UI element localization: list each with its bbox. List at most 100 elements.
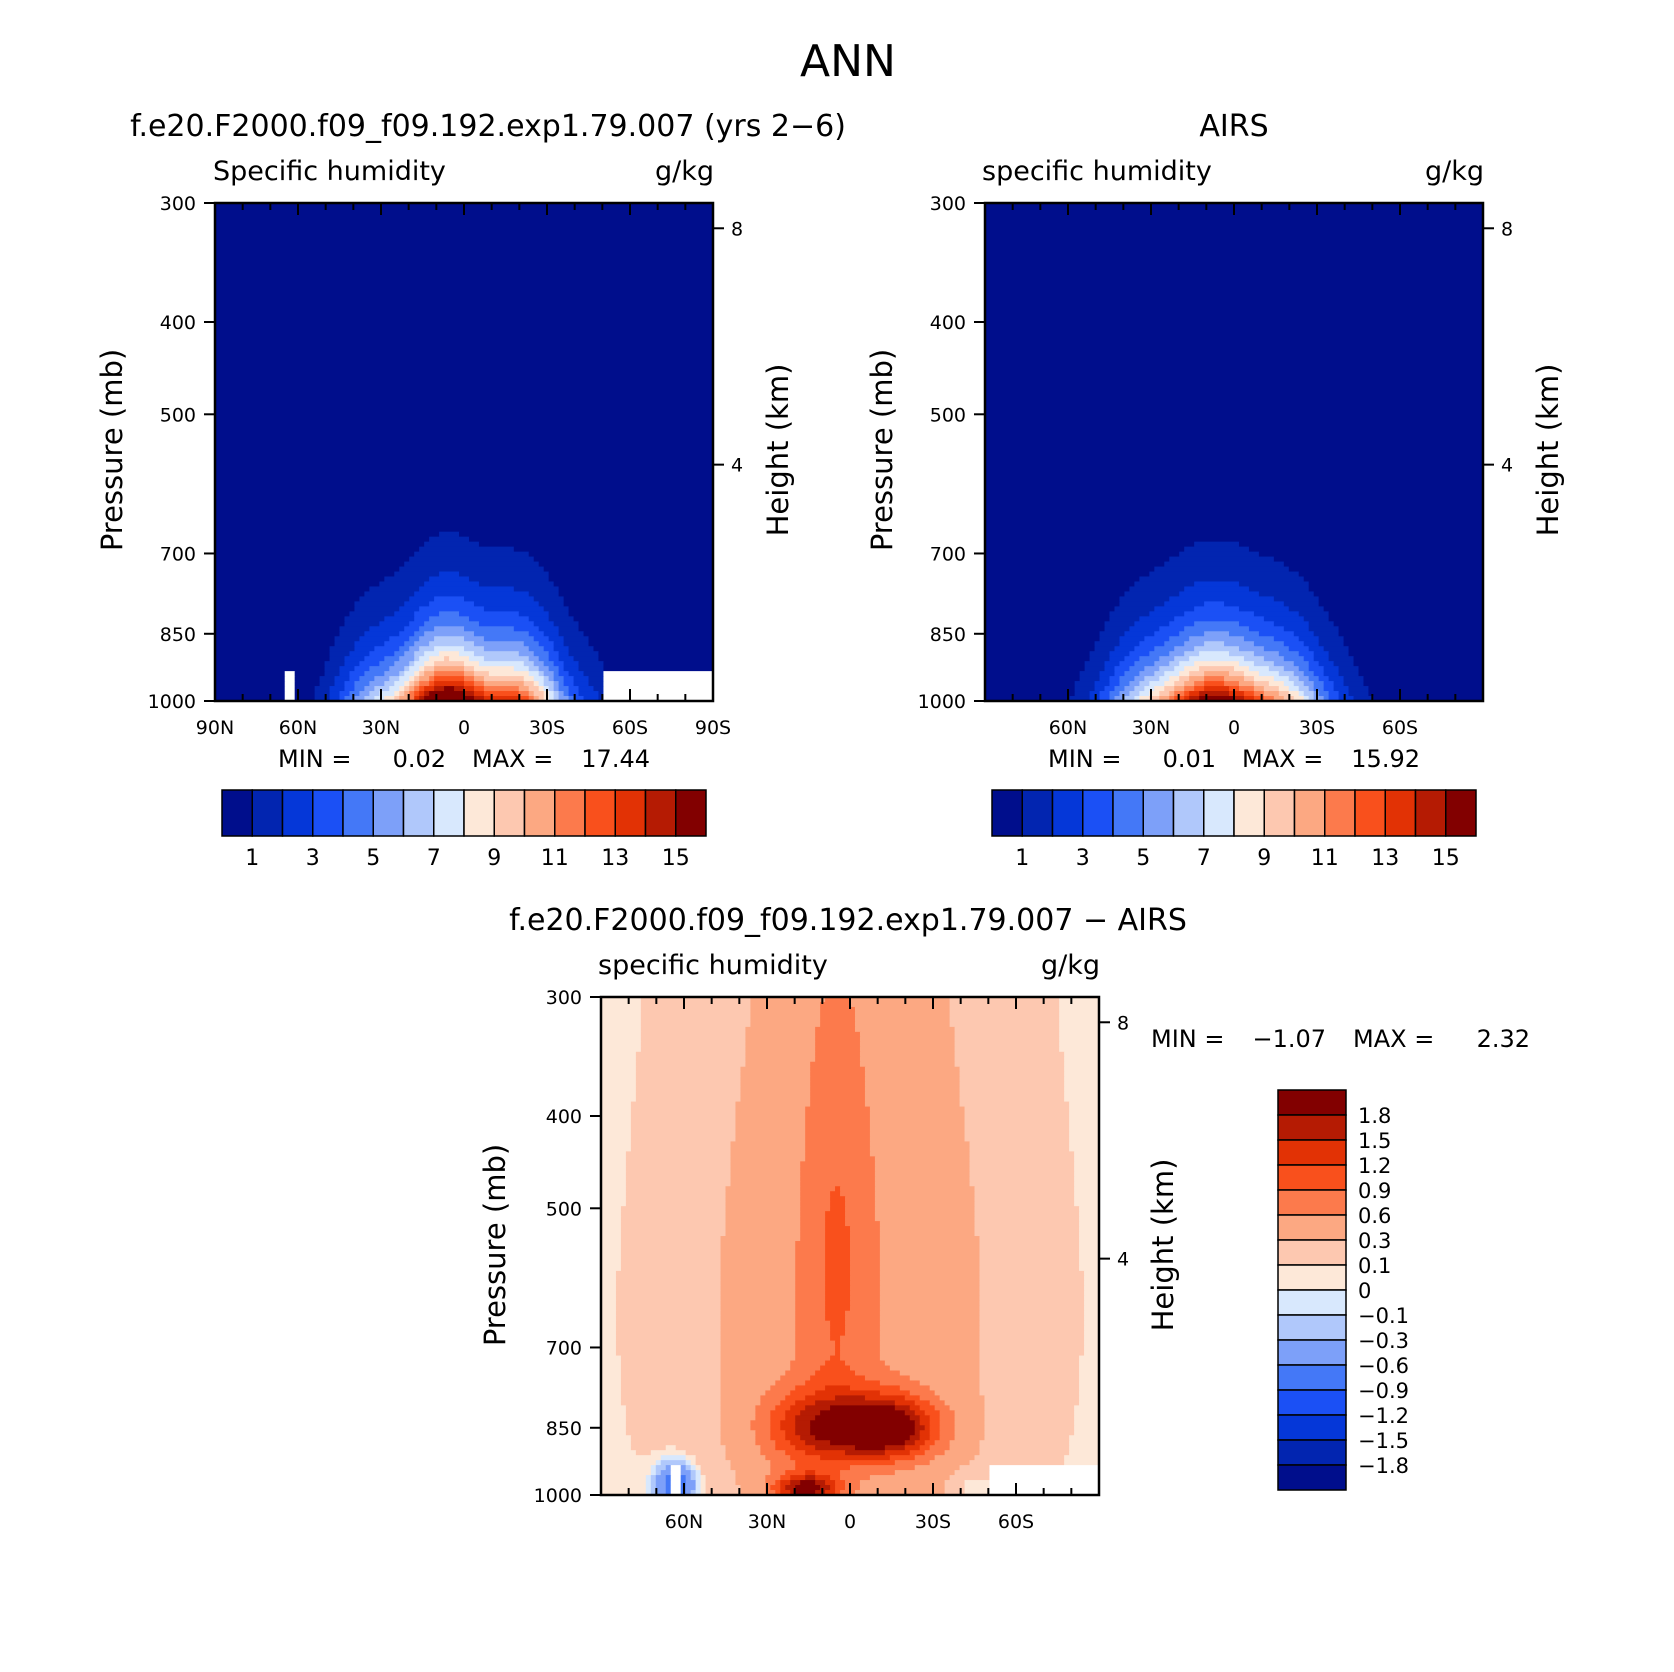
contour-cell — [215, 302, 714, 309]
contour-cell — [740, 1076, 811, 1083]
contour-cell — [954, 1420, 986, 1426]
contour-cell — [735, 1136, 806, 1143]
contour-cell — [939, 1425, 956, 1431]
contour-cell — [850, 1236, 881, 1242]
contour-cell — [488, 671, 530, 677]
contour-cell — [533, 596, 565, 602]
contour-cell — [1114, 666, 1131, 672]
contour-cell — [985, 696, 1071, 702]
contour-cell — [985, 312, 1484, 319]
contour-cell — [795, 1330, 831, 1337]
contour-cell — [404, 601, 430, 607]
contour-cell — [601, 1415, 627, 1421]
contour-cell — [985, 641, 1096, 647]
contour-cell — [680, 1475, 687, 1481]
contour-cell — [568, 671, 585, 677]
contour-cell — [1059, 1026, 1100, 1033]
contour-cell — [720, 1236, 801, 1242]
contour-cell — [215, 556, 410, 563]
contour-cell — [830, 1330, 846, 1337]
contour-cell — [601, 1340, 617, 1347]
contour-cell — [850, 1226, 881, 1232]
contour-cell — [825, 1290, 851, 1297]
contour-cell — [601, 1141, 632, 1147]
contour-cell — [339, 696, 346, 702]
contour-cell — [954, 1425, 986, 1431]
contour-cell — [989, 1465, 1100, 1471]
contour-cell — [1109, 651, 1131, 657]
contour-cell — [949, 1006, 1060, 1013]
contour-cell — [601, 1106, 632, 1113]
contour-cell — [601, 1465, 652, 1471]
contour-cell — [984, 1395, 1080, 1401]
contour-cell — [1308, 696, 1315, 702]
contour-cell — [670, 1480, 682, 1486]
contour-cell — [215, 392, 714, 398]
contour-cell — [464, 676, 475, 682]
contour-cell — [1308, 646, 1325, 652]
contour-cell — [1358, 671, 1484, 677]
contour-cell — [553, 676, 565, 682]
contour-cell — [919, 1430, 931, 1436]
contour-cell — [394, 691, 400, 697]
contour-cell — [215, 606, 356, 612]
contour-cell — [800, 1221, 826, 1227]
contour-cell — [1064, 1051, 1100, 1058]
contour-cell — [1293, 681, 1305, 687]
contour-cell — [979, 1345, 1085, 1352]
contour-cell — [845, 1360, 886, 1367]
contour-cell — [949, 1016, 1060, 1023]
contour-cell — [755, 1415, 771, 1421]
colorbar-swatch — [1277, 1214, 1347, 1241]
contour-cell — [568, 686, 580, 692]
contour-cell — [815, 1445, 856, 1451]
contour-cell — [1069, 1440, 1100, 1446]
contour-cell — [215, 676, 286, 682]
contour-cell — [1184, 696, 1190, 702]
contour-cell — [795, 1490, 816, 1496]
contour-cell — [1084, 1275, 1100, 1282]
contour-cell — [1298, 636, 1320, 642]
contour-cell — [904, 1440, 916, 1446]
contour-cell — [1084, 1320, 1100, 1327]
contour-cell — [929, 1420, 941, 1426]
contour-cell — [979, 1320, 1085, 1327]
contour-cell — [215, 317, 714, 324]
contour-cell — [969, 1161, 1075, 1167]
contour-cell — [949, 1440, 981, 1446]
contour-cell — [645, 1490, 652, 1496]
contour-cell — [1298, 611, 1330, 617]
contour-cell — [879, 1265, 981, 1272]
contour-cell — [215, 307, 714, 314]
contour-cell — [439, 651, 460, 657]
contour-cell — [1363, 681, 1484, 687]
contour-cell — [1099, 696, 1111, 702]
contour-cell — [985, 541, 1195, 548]
contour-cell — [1134, 646, 1155, 652]
contour-cell — [601, 1001, 642, 1008]
contour-cell — [894, 1400, 916, 1406]
contour-cell — [419, 546, 515, 553]
contour-cell — [558, 631, 585, 637]
contour-cell — [825, 1226, 851, 1232]
contour-cell — [805, 1131, 871, 1138]
contour-cell — [904, 1410, 916, 1416]
contour-cell — [625, 1161, 732, 1167]
contour-cell — [1119, 641, 1140, 647]
contour-cell — [523, 681, 535, 687]
contour-cell — [985, 452, 1484, 458]
contour-cell — [785, 1470, 806, 1476]
contour-cell — [650, 1475, 657, 1481]
contour-cell — [745, 1051, 816, 1058]
colorbar-swatch — [991, 789, 1023, 837]
contour-cell — [473, 686, 485, 692]
contour-cell — [414, 691, 420, 697]
contour-cell — [339, 626, 370, 632]
contour-cell — [695, 1465, 702, 1471]
x-tick-label: 30N — [362, 717, 400, 739]
contour-cell — [215, 601, 356, 607]
contour-cell — [720, 1310, 796, 1317]
contour-cell — [483, 686, 520, 692]
contour-cell — [615, 1340, 722, 1347]
contour-cell — [548, 696, 555, 702]
